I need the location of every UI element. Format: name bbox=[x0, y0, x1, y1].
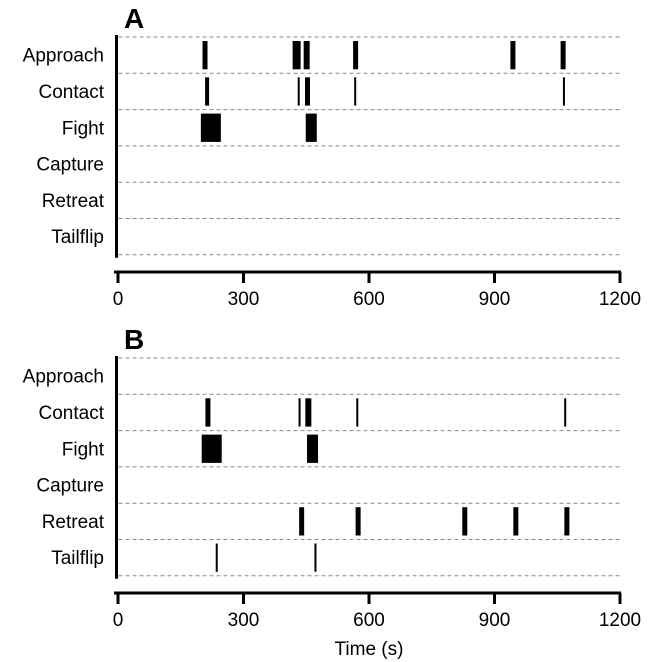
x-tick-label: 900 bbox=[479, 610, 511, 631]
category-label-contact: Contact bbox=[39, 403, 105, 424]
x-tick-label: 300 bbox=[228, 289, 260, 310]
event-mark-retreat bbox=[513, 507, 519, 536]
category-label-tailflip: Tailflip bbox=[51, 227, 104, 248]
panel-b: B Approach Contact Fight Capture Retreat Tailf… bbox=[23, 324, 641, 660]
event-mark-fight bbox=[200, 113, 221, 142]
category-label-tailflip: Tailflip bbox=[51, 548, 104, 569]
x-tick-label: 1200 bbox=[599, 289, 641, 310]
x-axis-title: Time (s) bbox=[335, 639, 404, 660]
x-tick-label: 1200 bbox=[599, 610, 641, 631]
panel-label: B bbox=[124, 324, 144, 355]
category-label-retreat: Retreat bbox=[42, 512, 105, 533]
event-mark-approach bbox=[202, 41, 208, 70]
x-tick-label: 600 bbox=[353, 610, 385, 631]
event-mark-contact bbox=[205, 77, 210, 106]
event-mark-approach bbox=[303, 41, 310, 70]
panel-a: A Approach Contact Fight Capture Retreat Tailf… bbox=[23, 3, 641, 310]
event-mark-contact bbox=[205, 398, 211, 427]
event-mark-tailflip bbox=[215, 543, 218, 572]
event-mark-contact bbox=[298, 398, 301, 427]
event-mark-fight bbox=[307, 434, 319, 463]
event-mark-contact bbox=[305, 77, 311, 106]
panel-label: A bbox=[124, 3, 144, 34]
event-mark-tailflip bbox=[314, 543, 317, 572]
event-mark-approach bbox=[510, 41, 516, 70]
category-label-retreat: Retreat bbox=[42, 191, 105, 212]
category-label-approach: Approach bbox=[23, 367, 104, 388]
event-mark-retreat bbox=[355, 507, 361, 536]
x-tick-label: 0 bbox=[113, 610, 124, 631]
event-mark-contact bbox=[354, 77, 357, 106]
event-mark-approach bbox=[353, 41, 359, 70]
event-mark-fight bbox=[201, 434, 222, 463]
event-mark-contact bbox=[562, 77, 565, 106]
category-label-capture: Capture bbox=[36, 155, 104, 176]
category-label-contact: Contact bbox=[39, 82, 105, 103]
event-mark-retreat bbox=[299, 507, 305, 536]
x-tick-label: 0 bbox=[113, 289, 124, 310]
category-label-fight: Fight bbox=[62, 118, 105, 139]
x-tick-label: 600 bbox=[353, 289, 385, 310]
event-mark-contact bbox=[564, 398, 567, 427]
category-label-capture: Capture bbox=[36, 476, 104, 497]
event-mark-approach bbox=[560, 41, 566, 70]
category-label-approach: Approach bbox=[23, 46, 104, 67]
x-tick-label: 300 bbox=[228, 610, 260, 631]
event-mark-retreat bbox=[462, 507, 468, 536]
event-mark-retreat bbox=[564, 507, 570, 536]
category-label-fight: Fight bbox=[62, 439, 105, 460]
event-mark-contact bbox=[305, 398, 312, 427]
event-mark-fight bbox=[305, 113, 317, 142]
event-mark-contact bbox=[356, 398, 359, 427]
event-mark-contact bbox=[297, 77, 300, 106]
x-tick-label: 900 bbox=[479, 289, 511, 310]
event-mark-approach bbox=[292, 41, 301, 70]
